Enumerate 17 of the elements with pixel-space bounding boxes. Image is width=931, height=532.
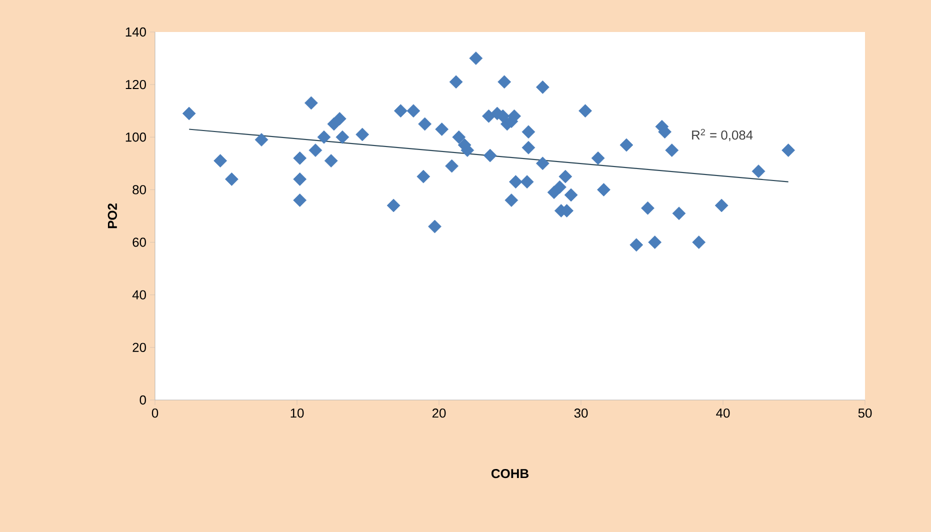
y-tick-label: 140 <box>126 27 146 37</box>
y-axis-title: PO2 <box>108 204 117 228</box>
y-tick-label: 40 <box>132 290 146 300</box>
x-axis-title: COHB <box>491 468 528 478</box>
y-tick-label: 0 <box>140 395 146 405</box>
x-tick-label: 20 <box>432 408 446 418</box>
x-tick-label: 10 <box>290 408 304 418</box>
y-tick-label: 60 <box>132 238 146 247</box>
annotation: R$^{2}$ = 0,084 <box>692 128 753 142</box>
x-tick-label: 40 <box>716 408 730 418</box>
y-tick-label: 100 <box>126 132 146 142</box>
x-tick-label: 30 <box>574 408 588 418</box>
y-tick-label: 120 <box>126 80 146 90</box>
y-tick-label: 80 <box>132 185 146 194</box>
x-tick-label: 0 <box>152 408 158 418</box>
y-tick-label: 20 <box>132 342 146 352</box>
x-tick-label: 50 <box>858 408 872 418</box>
